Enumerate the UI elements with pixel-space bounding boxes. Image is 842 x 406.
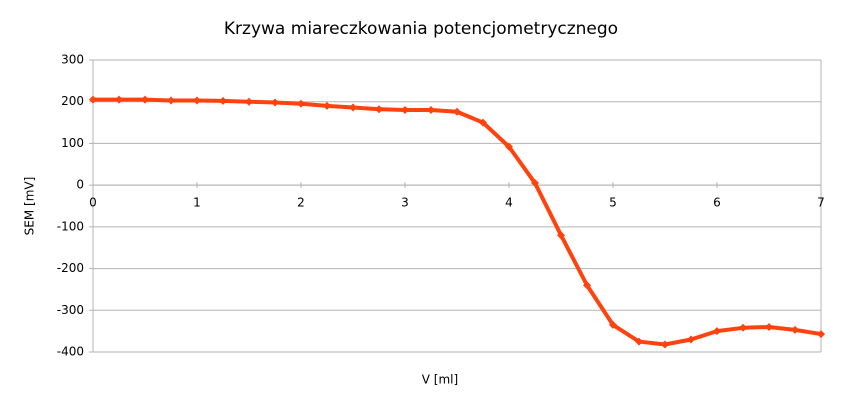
point-marker <box>89 95 97 104</box>
point-marker <box>219 96 227 105</box>
y-tick-label: 100 <box>61 136 84 150</box>
x-axis-label: V [ml] <box>422 373 458 387</box>
point-marker <box>323 101 331 110</box>
point-marker <box>765 322 773 331</box>
x-tick-label: 3 <box>401 196 409 210</box>
x-tick-label: 1 <box>193 196 201 210</box>
point-marker <box>193 96 201 105</box>
x-tick-label: 0 <box>89 196 97 210</box>
y-axis-label: SEM [mV] <box>23 177 37 236</box>
y-tick-label: -300 <box>57 303 84 317</box>
point-marker <box>791 325 799 334</box>
point-marker <box>141 95 149 104</box>
point-marker <box>167 96 175 105</box>
point-marker <box>557 231 565 240</box>
chart-title: Krzywa miareczkowania potencjometryczneg… <box>224 19 618 39</box>
point-marker <box>479 118 487 127</box>
point-marker <box>817 330 825 339</box>
point-marker <box>375 105 383 114</box>
point-marker <box>635 337 643 346</box>
point-marker <box>739 323 747 332</box>
y-tick-label: 200 <box>61 94 84 108</box>
point-marker <box>713 327 721 336</box>
y-tick-label: -200 <box>57 261 84 275</box>
point-marker <box>661 340 669 349</box>
y-tick-label: 300 <box>61 53 84 67</box>
x-tick-label: 6 <box>713 196 721 210</box>
point-marker <box>687 335 695 344</box>
y-tick-label: -400 <box>57 345 84 359</box>
point-marker <box>453 107 461 116</box>
x-tick-label: 2 <box>297 196 305 210</box>
x-tick-label: 4 <box>505 196 513 210</box>
y-tick-label: 0 <box>76 178 84 192</box>
point-marker <box>427 106 435 115</box>
point-marker <box>531 179 539 188</box>
point-marker <box>297 99 305 108</box>
point-marker <box>349 103 357 112</box>
point-marker <box>271 98 279 107</box>
point-marker <box>505 142 513 151</box>
point-marker <box>401 106 409 115</box>
x-tick-label: 5 <box>609 196 617 210</box>
point-marker <box>115 95 123 104</box>
point-marker <box>245 97 253 106</box>
point-marker <box>609 320 617 329</box>
x-tick-label: 7 <box>817 196 825 210</box>
point-marker <box>583 281 591 290</box>
y-tick-label: -100 <box>57 219 84 233</box>
